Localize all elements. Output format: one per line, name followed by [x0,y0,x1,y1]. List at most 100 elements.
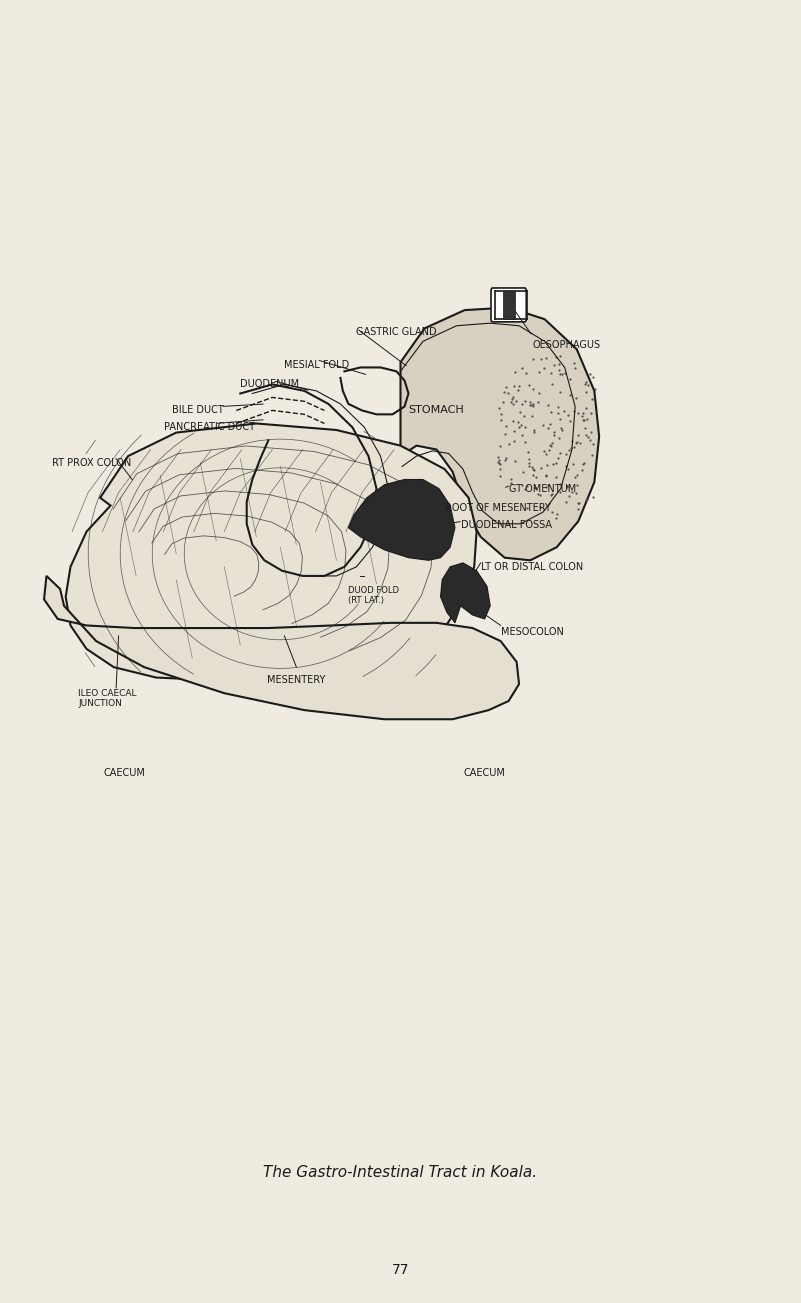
Bar [503,291,515,319]
Point [563,384,576,405]
Point [547,422,560,443]
Point [505,473,517,494]
Point [584,422,597,443]
Point [553,360,566,380]
Point [567,400,580,421]
Point [553,427,566,448]
Point [515,474,528,495]
Point [524,392,537,413]
Point [542,476,555,496]
Point [570,482,582,503]
Polygon shape [348,480,455,560]
Point [512,379,525,400]
Point [526,349,539,370]
Point [578,409,591,430]
Point [529,477,541,498]
Point [577,410,590,431]
Point [500,377,513,397]
Point [552,396,565,417]
Point [514,401,527,422]
Point [553,474,566,495]
Point [523,374,536,395]
Point [548,425,561,446]
Point [579,373,592,394]
Point [586,388,598,409]
Point [525,457,538,478]
Point [506,410,519,431]
Point [523,448,536,469]
Text: DUODENUM: DUODENUM [240,379,300,390]
Point [554,345,567,366]
Polygon shape [66,423,477,680]
Point [585,403,598,423]
Point [558,400,571,421]
Point [509,361,521,382]
Text: DUODENAL FOSSA: DUODENAL FOSSA [461,520,552,530]
Point [545,374,558,395]
Point [582,426,594,447]
Point [521,442,534,463]
Point [569,466,582,487]
Point [545,362,557,383]
Point [526,459,539,480]
Point [528,420,541,440]
Point [577,453,590,474]
Point [502,382,515,403]
Point [563,410,576,431]
Point [499,450,512,470]
Text: BILE DUCT: BILE DUCT [172,405,224,416]
Point [573,493,586,513]
Point [570,464,583,485]
Point [493,453,506,474]
Point [562,459,574,480]
Point [507,375,520,396]
Point [549,507,562,528]
Point [561,476,574,496]
Point [493,435,506,456]
Point [534,457,547,478]
Point [533,362,545,383]
Point [561,477,574,498]
Point [532,392,545,413]
Point [515,394,528,414]
Point [500,416,513,437]
Text: PANCREATIC DUCT: PANCREATIC DUCT [164,422,256,433]
Point [550,466,563,487]
Point [514,414,527,435]
Point [493,450,505,470]
Point [527,460,540,481]
Point [570,433,582,453]
Point [516,358,529,379]
Point [524,395,537,416]
Point [570,388,582,409]
Point [587,388,600,409]
Point [574,433,586,453]
Point [494,409,507,430]
Point [553,481,566,502]
Point [499,423,512,444]
Point [527,394,540,414]
Point [583,429,596,450]
Point [533,485,546,506]
Point [580,397,593,418]
Point [541,417,554,438]
Point [549,347,562,367]
Point [586,486,599,507]
Point [540,444,553,465]
Point [554,364,567,384]
Point [522,456,535,477]
Point [543,414,556,435]
Point [586,444,598,465]
Text: LT OR DISTAL COLON: LT OR DISTAL COLON [481,562,583,572]
Point [549,452,562,473]
Point [582,375,594,396]
Point [539,465,552,486]
Text: 77: 77 [392,1264,409,1277]
Point [523,395,536,416]
Point [580,490,593,511]
Text: MESENTERY: MESENTERY [268,675,325,685]
Point [589,378,602,399]
Point [495,403,508,423]
Point [541,455,553,476]
Point [570,474,583,495]
